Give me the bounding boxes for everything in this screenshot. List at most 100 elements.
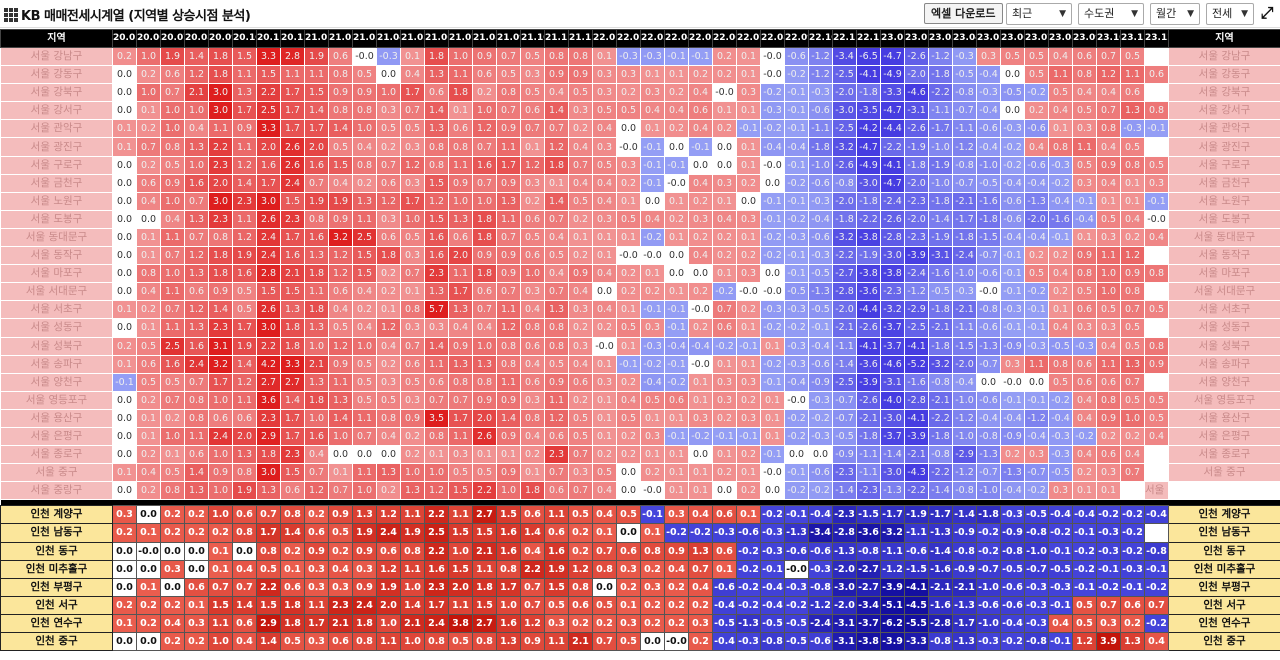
region-name[interactable]: 서울 도봉구: [0, 209, 113, 229]
region-name-right[interactable]: 서울 강동구: [1168, 65, 1280, 85]
region-name[interactable]: 서울 마포구: [0, 264, 113, 284]
period-header[interactable]: 21.12: [568, 29, 593, 48]
region-name-right[interactable]: 서울 동대문구: [1168, 227, 1280, 248]
period-header[interactable]: 20.05: [112, 29, 137, 48]
region-name[interactable]: 서울 금천구: [0, 173, 113, 193]
region-name[interactable]: 서울 용산구: [0, 408, 113, 428]
region-name-right[interactable]: 인천 남동구: [1168, 523, 1280, 543]
region-name-right[interactable]: 인천 서구: [1168, 595, 1280, 615]
region-name-right[interactable]: 서울 동작구: [1168, 246, 1280, 266]
period-header[interactable]: 22.10: [808, 29, 833, 48]
region-name[interactable]: 인천 미추홀구: [0, 559, 113, 579]
period-header[interactable]: 23.05: [976, 29, 1001, 48]
region-name-right[interactable]: 서울 강북구: [1168, 83, 1280, 103]
period-header[interactable]: 23.11: [1120, 29, 1145, 48]
period-header[interactable]: 21.08: [472, 29, 497, 48]
region-name-right[interactable]: 인천 연수구: [1168, 613, 1280, 634]
region-name-right[interactable]: 인천 동구: [1168, 541, 1280, 561]
period-header[interactable]: 21.04: [376, 29, 401, 48]
region-name-right[interactable]: 서울 중구: [1168, 463, 1280, 483]
period-header[interactable]: 21.05: [400, 29, 425, 48]
region-name[interactable]: 인천 서구: [0, 595, 113, 615]
region-name[interactable]: 서울 송파구: [0, 354, 113, 374]
region-name[interactable]: 서울 은평구: [0, 426, 113, 447]
region-name[interactable]: 서울 영등포구: [0, 390, 113, 410]
region-name[interactable]: 서울 성동구: [0, 318, 113, 338]
period-header[interactable]: 22.07: [736, 29, 761, 48]
period-header[interactable]: 23.07: [1024, 29, 1049, 48]
region-name[interactable]: 서울 노원구: [0, 191, 113, 211]
region-name[interactable]: 서울 관악구: [0, 119, 113, 139]
region-name[interactable]: 서울 중구: [0, 463, 113, 483]
region-name[interactable]: 서울 서초구: [0, 300, 113, 320]
region-name[interactable]: 서울 강동구: [0, 65, 113, 85]
region-name[interactable]: 인천 연수구: [0, 613, 113, 634]
region-name[interactable]: 서울 양천구: [0, 372, 113, 392]
period-header[interactable]: 23.09: [1072, 29, 1097, 48]
region-name[interactable]: 서울 광진구: [0, 137, 113, 157]
period-header[interactable]: 21.02: [328, 29, 353, 48]
region-name[interactable]: 서울 강북구: [0, 83, 113, 103]
region-name-right[interactable]: 서울 도봉구: [1168, 209, 1280, 229]
region-name[interactable]: 서울 동대문구: [0, 227, 113, 248]
fullscreen-icon[interactable]: ⤢: [1260, 3, 1274, 22]
period-header[interactable]: 20.08: [184, 29, 209, 48]
region-column-header[interactable]: 지역: [0, 29, 113, 48]
period-header[interactable]: 21.03: [352, 29, 377, 48]
region-name[interactable]: 서울 강서구: [0, 101, 113, 121]
period-header[interactable]: 20.06: [136, 29, 161, 48]
region-name-right[interactable]: 서울 구로구: [1168, 155, 1280, 175]
period-header[interactable]: 22.05: [688, 29, 713, 48]
region-name[interactable]: 서울 강남구: [0, 46, 113, 67]
region-name-right[interactable]: 서울 서초구: [1168, 300, 1280, 320]
region-name-right[interactable]: 인천 계양구: [1168, 505, 1280, 525]
period-header[interactable]: 21.01: [304, 29, 329, 48]
region-name-right[interactable]: 서울 중랑구: [1144, 481, 1169, 501]
region-name-right[interactable]: 서울 용산구: [1168, 408, 1280, 428]
period-header[interactable]: 22.02: [616, 29, 641, 48]
period-header[interactable]: 21.10: [520, 29, 545, 48]
region-name-right[interactable]: 서울 관악구: [1168, 119, 1280, 139]
region-name-right[interactable]: 인천 부평구: [1168, 577, 1280, 597]
period-header[interactable]: 23.04: [952, 29, 977, 48]
freq-select[interactable]: 월간 ▼: [1150, 3, 1200, 25]
region-name-right[interactable]: 서울 성동구: [1168, 318, 1280, 338]
period-header[interactable]: 20.12: [280, 29, 305, 48]
period-header[interactable]: 22.01: [592, 29, 617, 48]
region-name-right[interactable]: 서울 영등포구: [1168, 390, 1280, 410]
region-name[interactable]: 서울 중랑구: [0, 481, 113, 501]
period-header[interactable]: 21.11: [544, 29, 569, 48]
period-header[interactable]: 23.03: [928, 29, 953, 48]
region-name[interactable]: 서울 성북구: [0, 336, 113, 356]
period-header[interactable]: 23.02: [904, 29, 929, 48]
region-name-right[interactable]: 서울 양천구: [1168, 372, 1280, 392]
period-header[interactable]: 23.10: [1096, 29, 1121, 48]
region-name-right[interactable]: 서울 노원구: [1168, 191, 1280, 211]
period-header[interactable]: 20.07: [160, 29, 185, 48]
period-header[interactable]: 21.07: [448, 29, 473, 48]
region-name-right[interactable]: 서울 송파구: [1168, 354, 1280, 374]
region-name[interactable]: 인천 동구: [0, 541, 113, 561]
region-name-right[interactable]: 서울 은평구: [1168, 426, 1280, 447]
period-header[interactable]: 22.03: [640, 29, 665, 48]
type-select[interactable]: 전세 ▼: [1206, 3, 1254, 25]
period-header[interactable]: 22.06: [712, 29, 737, 48]
region-name[interactable]: 인천 남동구: [0, 523, 113, 543]
period-header[interactable]: 21.06: [424, 29, 449, 48]
region-name[interactable]: 인천 부평구: [0, 577, 113, 597]
period-header[interactable]: 23.06: [1000, 29, 1025, 48]
period-header[interactable]: 23.01: [880, 29, 905, 48]
region-name-right[interactable]: 인천 미추홀구: [1168, 559, 1280, 579]
region-name[interactable]: 인천 중구: [0, 631, 113, 652]
region-name-right[interactable]: 서울 강남구: [1168, 46, 1280, 67]
period-header[interactable]: 22.11: [832, 29, 857, 48]
excel-download-button[interactable]: 엑셀 다운로드: [924, 3, 1003, 24]
region-name-right[interactable]: 서울 종로구: [1168, 445, 1280, 465]
region-name-right[interactable]: 서울 광진구: [1168, 137, 1280, 157]
region-name[interactable]: 인천 계양구: [0, 505, 113, 525]
period-header[interactable]: 23.08: [1048, 29, 1073, 48]
region-name-right[interactable]: 서울 서대문구: [1168, 282, 1280, 302]
period-header[interactable]: 23.12: [1144, 29, 1169, 48]
period-header[interactable]: 20.11: [256, 29, 281, 48]
period-select[interactable]: 최근 ▼: [1006, 3, 1072, 25]
